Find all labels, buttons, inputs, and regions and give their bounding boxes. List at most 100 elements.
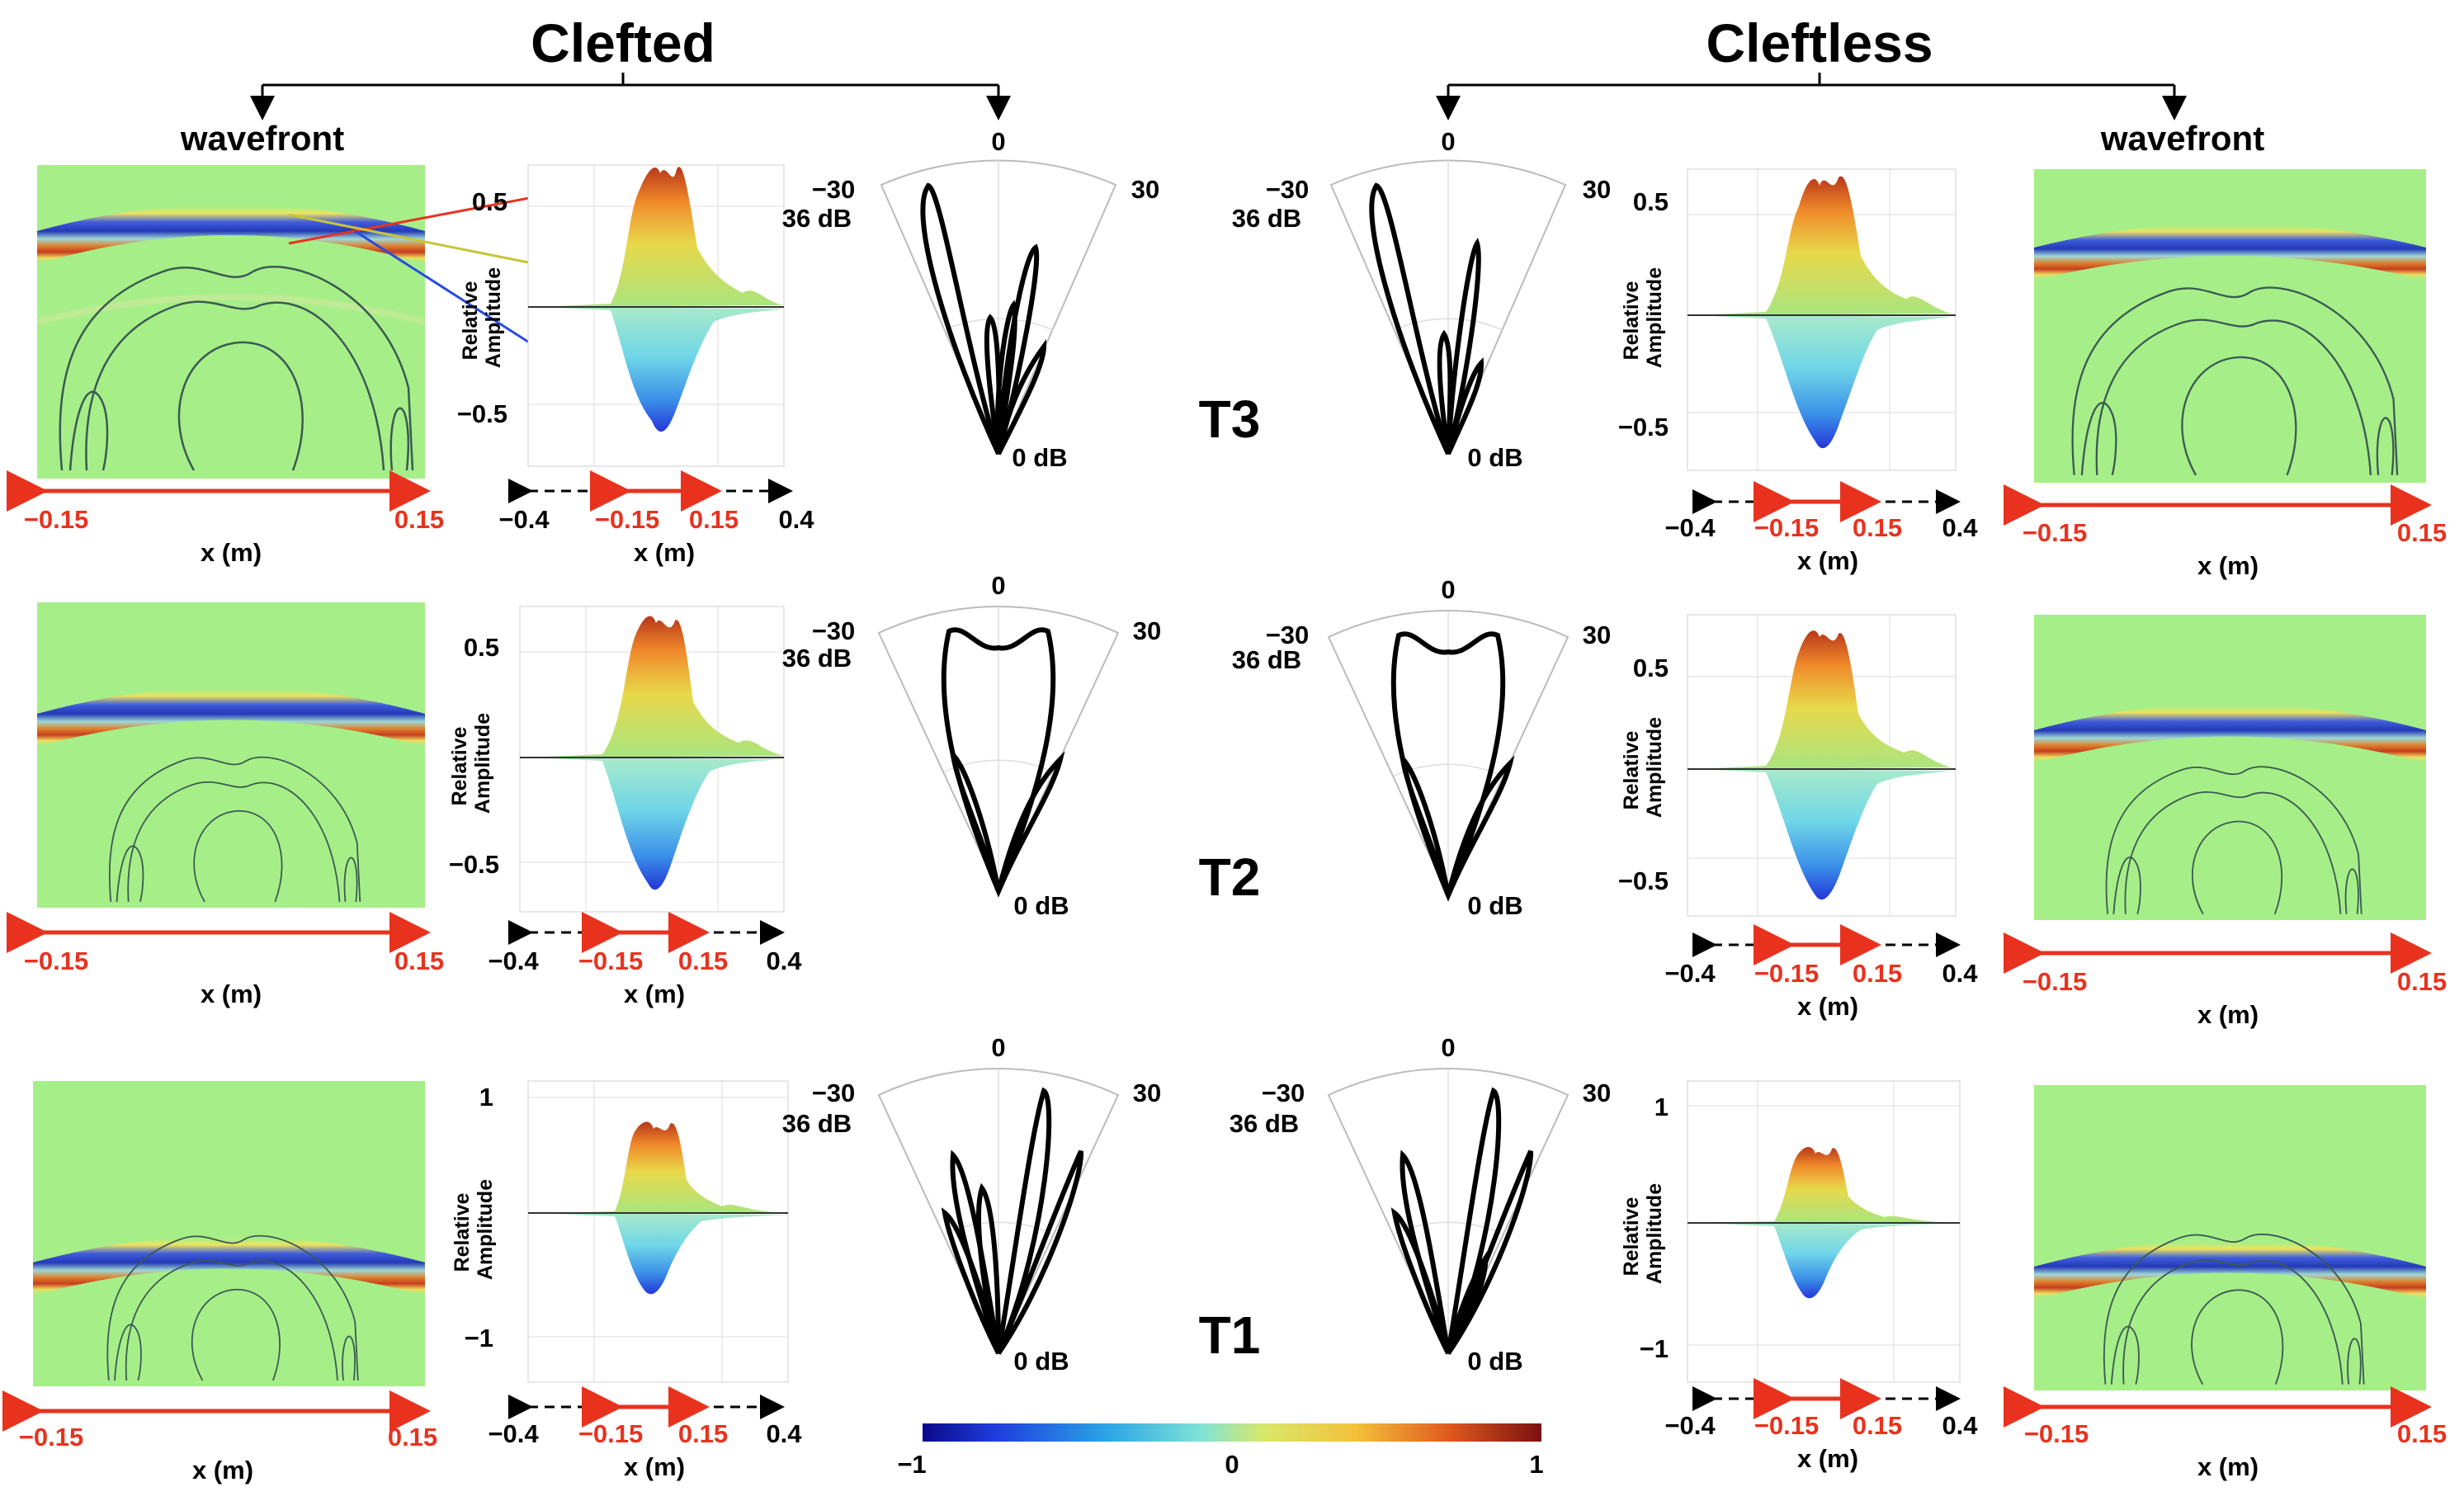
tick-red-right: 0.15: [1853, 959, 1902, 988]
colorbar-min: −1: [897, 1450, 926, 1479]
wavefront-panel-cleftless-t1: [2034, 1085, 2426, 1390]
wavefront-xaxis-cleftless-t3: −0.15 0.15 x (m): [2004, 484, 2447, 580]
ylabel: Relative Amplitude: [1620, 717, 1666, 818]
wavefront-panel-cleftless-t2: [2034, 615, 2426, 920]
amplitude-xaxis-cleftless-t2: −0.4 −0.15 0.15 0.4 x (m): [1664, 924, 1978, 1021]
xlabel: x (m): [192, 1456, 253, 1484]
xlabel: x (m): [624, 1452, 685, 1481]
tick-black-left: −0.4: [1664, 959, 1716, 988]
angle-right: 30: [1133, 616, 1161, 645]
tick-right: 0.15: [2397, 1419, 2447, 1448]
row-t3: −0.15 0.15 x (m) 0.5 −0.5 Relative Ampli…: [7, 127, 2447, 580]
angle-center: 0: [1441, 1033, 1455, 1062]
angle-center: 0: [991, 127, 1005, 156]
xlabel: x (m): [1797, 992, 1858, 1021]
header-cleftless: Cleftless: [1706, 12, 1933, 73]
colorbar-max: 1: [1529, 1450, 1543, 1479]
amplitude-xaxis-clefted-t2: −0.4 −0.15 0.15 0.4 x (m): [488, 912, 802, 1008]
ytick-top: 1: [1654, 1093, 1669, 1121]
amplitude-xaxis-clefted-t1: −0.4 −0.15 0.15 0.4 x (m): [488, 1386, 802, 1481]
tick-red-right: 0.15: [678, 1419, 728, 1448]
outer-db: 36 dB: [1232, 645, 1301, 674]
amplitude-panel-cleftless-t2: 0.5 −0.5 Relative Amplitude: [1618, 614, 1957, 917]
ylabel-line1: Relative: [459, 281, 482, 360]
xlabel: x (m): [2197, 551, 2259, 580]
tick-red-left: −0.15: [1754, 959, 1819, 988]
ylabel-line2: Amplitude: [471, 713, 494, 814]
xlabel: x (m): [201, 979, 262, 1008]
ylabel-line2: Amplitude: [1643, 267, 1666, 368]
wavefront-xaxis-cleftless-t2: −0.15 0.15 x (m): [2004, 932, 2447, 1029]
ytick-bottom: −0.5: [1618, 866, 1669, 895]
ylabel: Relative Amplitude: [451, 1179, 497, 1280]
ylabel: Relative Amplitude: [448, 713, 494, 814]
angle-left: −30: [1262, 1079, 1305, 1107]
ylabel-line1: Relative: [451, 1192, 474, 1272]
tick-black-right: 0.4: [766, 946, 802, 975]
ytick-bottom: −1: [465, 1324, 493, 1352]
tick-red-left: −0.15: [1754, 1411, 1819, 1440]
polar-panel-cleftless-t1: −30 0 30 36 dB 0 dB: [1230, 1033, 1611, 1376]
amplitude-xaxis-cleftless-t3: −0.4 −0.15 0.15 0.4 x (m): [1664, 481, 1978, 575]
amplitude-panel-clefted-t3: 0.5 −0.5 Relative Amplitude: [457, 164, 785, 467]
wavefront-xaxis-clefted-t1: −0.15 0.15 x (m): [2, 1390, 437, 1484]
tick-right: 0.15: [2397, 518, 2447, 547]
tick-right: 0.15: [388, 1423, 437, 1451]
tick-red-right: 0.15: [1853, 1411, 1902, 1440]
tick-left: −0.15: [2024, 1419, 2089, 1448]
ytick-bottom: −0.5: [1618, 413, 1669, 441]
tick-red-left: −0.15: [595, 505, 659, 534]
amplitude-panel-cleftless-t3: 0.5 −0.5 Relative Amplitude: [1618, 168, 1957, 471]
tick-left: −0.15: [2023, 518, 2087, 547]
outer-db: 36 dB: [782, 644, 852, 673]
center-db: 0 dB: [1012, 443, 1067, 472]
tick-black-right: 0.4: [1942, 1411, 1978, 1440]
tick-red-left: −0.15: [578, 946, 643, 975]
wavefront-panel-clefted-t3: [36, 165, 426, 479]
row-t1: −0.15 0.15 x (m) 1 −1 Relative Amplitude…: [2, 1033, 2447, 1484]
polar-panel-clefted-t2: −30 0 30 36 dB 0 dB: [782, 571, 1161, 920]
xlabel: x (m): [634, 538, 695, 567]
tick-red-left: −0.15: [1754, 513, 1819, 542]
row-label-t3: T3: [1199, 389, 1261, 449]
angle-right: 30: [1133, 1079, 1161, 1107]
colorbar: −1 0 1: [897, 1423, 1544, 1479]
ylabel-line1: Relative: [1620, 281, 1643, 360]
xlabel: x (m): [201, 538, 262, 567]
amplitude-panel-cleftless-t1: 1 −1 Relative Amplitude: [1620, 1080, 1961, 1383]
ylabel: Relative Amplitude: [459, 267, 505, 368]
wavefront-panel-clefted-t2: [37, 602, 425, 908]
amplitude-panel-clefted-t1: 1 −1 Relative Amplitude: [451, 1080, 789, 1383]
ytick-top: 0.5: [1633, 187, 1669, 216]
wavefront-xaxis-clefted-t3: −0.15 0.15 x (m): [7, 470, 444, 567]
bracket-cleftless: [1436, 73, 2187, 120]
ytick-top: 0.5: [1633, 654, 1669, 682]
tick-black-right: 0.4: [778, 505, 814, 534]
ytick-bottom: −0.5: [457, 399, 507, 428]
angle-right: 30: [1131, 175, 1159, 204]
ylabel-line2: Amplitude: [474, 1179, 497, 1280]
tick-black-left: −0.4: [488, 946, 539, 975]
angle-right: 30: [1583, 1079, 1611, 1107]
tick-red-right: 0.15: [1853, 513, 1902, 542]
row-label-t1: T1: [1199, 1305, 1261, 1365]
xlabel: x (m): [624, 979, 685, 1008]
tick-black-right: 0.4: [766, 1419, 802, 1448]
xlabel: x (m): [1797, 546, 1858, 575]
outer-db: 36 dB: [1232, 204, 1301, 233]
polar-panel-cleftless-t2: −30 0 30 36 dB 0 dB: [1232, 575, 1611, 920]
tick-left: −0.15: [2023, 967, 2087, 996]
angle-center: 0: [1441, 127, 1455, 156]
tick-black-left: −0.4: [488, 1419, 539, 1448]
polar-panel-cleftless-t3: −30 0 30 36 dB 0 dB: [1232, 127, 1611, 472]
wavefront-label-cleftless: wavefront: [2100, 119, 2264, 158]
amplitude-xaxis-cleftless-t1: −0.4 −0.15 0.15 0.4 x (m): [1664, 1378, 1978, 1473]
ytick-top: 0.5: [464, 633, 499, 662]
tick-left: −0.15: [24, 505, 88, 534]
tick-black-left: −0.4: [1664, 513, 1716, 542]
amplitude-xaxis-clefted-t3: −0.4 −0.15 0.15 0.4 x (m): [498, 470, 814, 567]
xlabel: x (m): [2197, 1452, 2259, 1481]
ylabel-line1: Relative: [1620, 1197, 1643, 1276]
ylabel-line2: Amplitude: [1643, 717, 1666, 818]
